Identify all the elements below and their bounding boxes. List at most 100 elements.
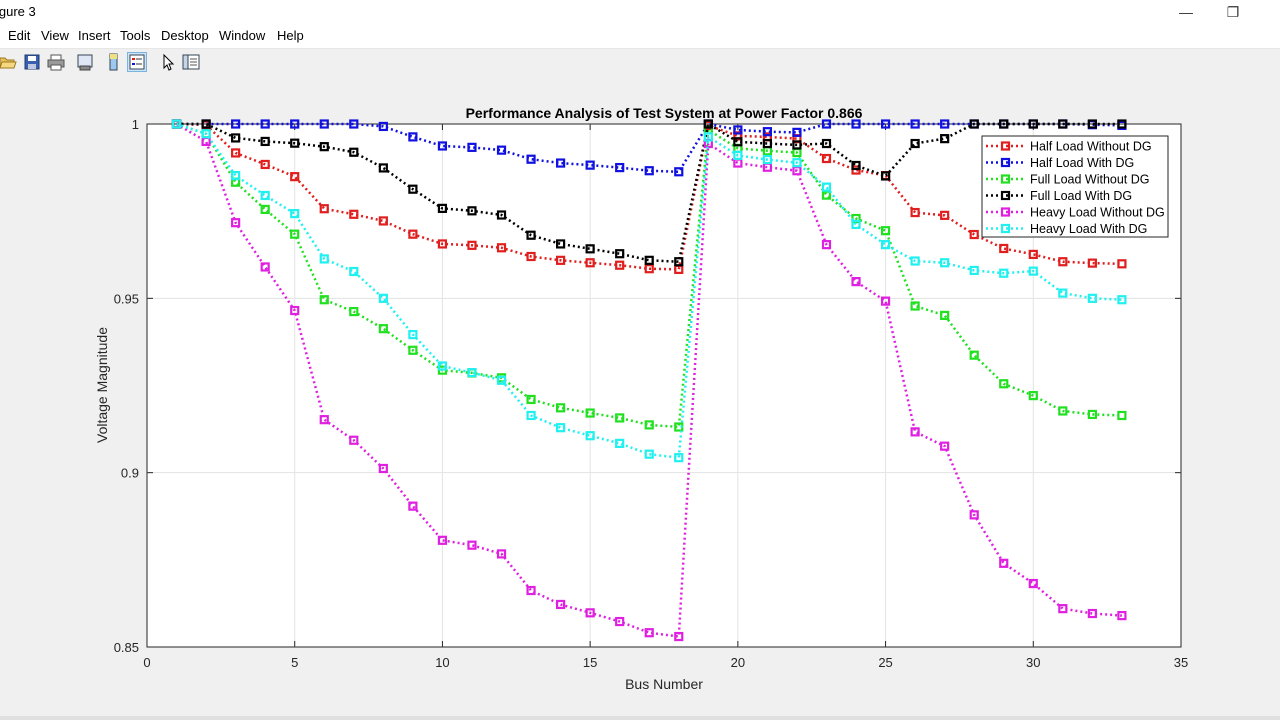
menu-insert[interactable]: Insert <box>78 28 111 43</box>
data-point <box>526 585 536 596</box>
legend-item[interactable]: Heavy Load Without DG <box>986 206 1165 220</box>
data-point <box>674 257 684 267</box>
data-point <box>1087 409 1097 420</box>
menu-tools[interactable]: Tools <box>120 28 151 43</box>
data-point <box>319 295 329 305</box>
chart-area[interactable]: 0 5 10 15 20 25 30 35 0.85 0.9 0.95 1 Performance … <box>0 75 1280 715</box>
data-point <box>1028 578 1038 589</box>
data-point <box>999 119 1009 129</box>
data-point <box>585 258 595 268</box>
data-point <box>585 431 595 441</box>
menu-desktop[interactable]: Desktop <box>161 28 209 43</box>
series-full-load-with-dg[interactable] <box>171 119 1127 267</box>
data-point <box>290 119 300 129</box>
legend-item[interactable]: Half Load Without DG <box>986 140 1152 154</box>
data-point <box>880 296 891 306</box>
data-point <box>644 166 654 176</box>
data-point <box>615 249 625 259</box>
menu-edit[interactable]: Edit <box>8 28 31 43</box>
y-tick-label: 0.85 <box>114 640 139 655</box>
series-half-load-without-dg[interactable] <box>171 119 1127 274</box>
y-tick-label: 0.95 <box>114 291 139 306</box>
data-point <box>231 133 241 143</box>
insert-legend-icon[interactable] <box>127 52 147 72</box>
y-tick-labels: 0.85 0.9 0.95 1 <box>114 117 139 655</box>
data-point <box>319 415 329 425</box>
x-axis-label: Bus Number <box>625 676 703 692</box>
data-point <box>526 394 536 405</box>
legend-marker <box>1000 174 1011 184</box>
property-editor-icon[interactable] <box>181 52 201 72</box>
data-point <box>733 137 743 147</box>
data-point <box>349 147 359 157</box>
data-point <box>349 209 359 219</box>
data-point <box>1117 410 1127 421</box>
data-point <box>408 345 418 355</box>
data-point <box>615 260 625 270</box>
data-point <box>644 449 654 459</box>
window-title: igure 3 <box>0 4 36 19</box>
series-line <box>176 122 1122 263</box>
title-bar: igure 3 — ❐ <box>0 0 1280 24</box>
toggle-colorbar-icon[interactable] <box>104 52 124 72</box>
data-point <box>851 219 861 230</box>
legend-item[interactable]: Full Load With DG <box>986 189 1132 203</box>
legend[interactable]: Half Load Without DG Half Load With DG Ful… <box>981 135 1169 238</box>
legend-label: Full Load Without DG <box>1030 173 1150 187</box>
data-point <box>378 121 388 132</box>
menu-view[interactable]: View <box>41 28 69 43</box>
data-point <box>378 463 388 474</box>
data-point <box>1058 257 1068 267</box>
data-point <box>201 129 211 139</box>
data-point <box>467 540 477 550</box>
series-line <box>176 122 1122 174</box>
legend-item[interactable]: Heavy Load With DG <box>986 222 1147 236</box>
legend-item[interactable]: Half Load With DG <box>986 156 1134 170</box>
legend-marker <box>1000 141 1011 151</box>
restore-button[interactable]: ❐ <box>1226 4 1240 20</box>
data-point <box>851 276 861 287</box>
series-heavy-load-with-dg[interactable] <box>171 119 1127 463</box>
save-icon[interactable] <box>22 52 42 72</box>
data-point <box>644 255 654 265</box>
data-point <box>969 350 979 360</box>
menu-window[interactable]: Window <box>219 28 266 43</box>
series-heavy-load-without-dg[interactable] <box>171 119 1127 642</box>
data-point <box>585 608 595 618</box>
data-point <box>467 206 477 216</box>
data-point <box>231 148 241 158</box>
legend-marker <box>1000 207 1011 217</box>
x-tick-label: 30 <box>1026 655 1040 670</box>
data-point <box>496 375 507 385</box>
data-point <box>910 256 920 266</box>
data-point <box>290 229 300 239</box>
data-point <box>910 138 920 149</box>
data-point <box>467 367 477 378</box>
data-point <box>940 210 950 220</box>
data-point <box>762 138 773 149</box>
series-line <box>176 122 1122 460</box>
data-point <box>644 264 654 274</box>
legend-item[interactable]: Full Load Without DG <box>986 173 1150 187</box>
minimize-button[interactable]: — <box>1179 4 1193 20</box>
data-point <box>437 361 448 371</box>
legend-marker <box>1000 190 1011 201</box>
data-point <box>526 154 536 164</box>
print-preview-icon[interactable] <box>75 52 95 72</box>
data-point <box>555 403 566 413</box>
data-point <box>999 379 1009 389</box>
data-point <box>201 119 211 129</box>
data-point <box>349 119 359 129</box>
x-tick-label: 10 <box>435 655 449 670</box>
data-point <box>319 254 329 264</box>
print-icon[interactable] <box>46 52 66 72</box>
menu-help[interactable]: Help <box>277 28 304 43</box>
open-icon[interactable] <box>0 52 18 72</box>
data-point <box>792 127 802 137</box>
data-point <box>555 423 566 433</box>
data-point <box>1058 604 1068 614</box>
data-point <box>940 441 950 451</box>
pointer-icon[interactable] <box>158 52 178 72</box>
data-point <box>821 182 832 192</box>
data-point <box>1117 119 1127 129</box>
